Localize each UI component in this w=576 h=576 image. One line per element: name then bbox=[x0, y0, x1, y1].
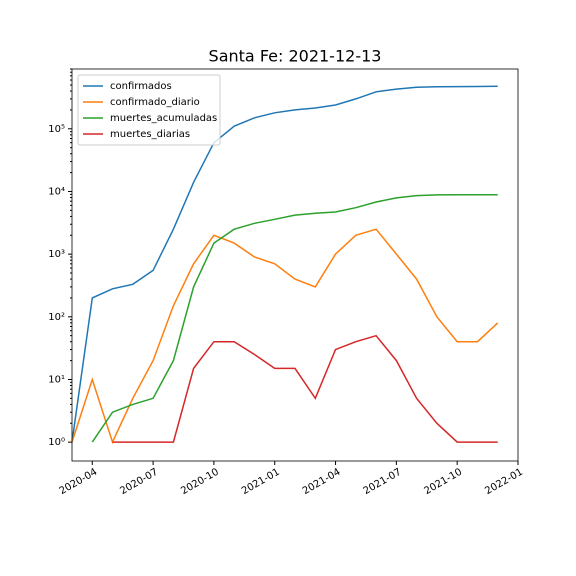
y-tick-label: 10⁵ bbox=[48, 124, 65, 135]
y-tick-label: 10² bbox=[48, 312, 65, 323]
axes-frame bbox=[71, 68, 519, 462]
legend-label: confirmados bbox=[110, 81, 172, 92]
y-tick-label: 10³ bbox=[48, 249, 65, 260]
series-line bbox=[91, 193, 498, 443]
legend-box bbox=[77, 74, 221, 146]
series-line bbox=[71, 228, 499, 445]
legend-label: muertes_acumuladas bbox=[110, 113, 217, 124]
legend-label: muertes_diarias bbox=[110, 129, 190, 140]
series-line bbox=[71, 85, 498, 443]
y-tick-label: 10⁴ bbox=[48, 186, 65, 197]
chart-title: Santa Fe: 2021-12-13 bbox=[209, 47, 382, 66]
legend-label: confirmado_diario bbox=[110, 97, 200, 108]
y-tick-label: 10⁰ bbox=[48, 437, 65, 448]
y-tick-label: 10¹ bbox=[48, 374, 65, 385]
series-line bbox=[112, 334, 498, 443]
